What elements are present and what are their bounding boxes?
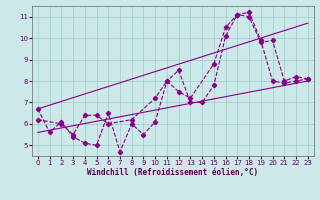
X-axis label: Windchill (Refroidissement éolien,°C): Windchill (Refroidissement éolien,°C) bbox=[87, 168, 258, 177]
